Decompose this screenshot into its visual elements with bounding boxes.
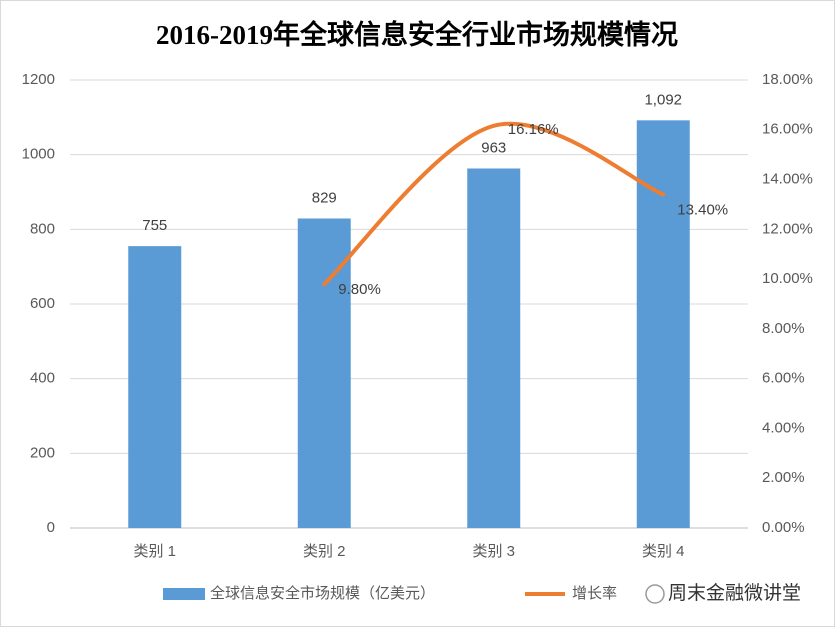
watermark-icon [645,584,665,604]
x-tick-label: 类别 1 [133,543,176,560]
y2-tick-label: 2.00% [762,469,805,486]
y2-tick-label: 18.00% [762,71,813,88]
y2-tick-label: 14.00% [762,171,813,188]
x-tick-label: 类别 2 [303,543,346,560]
data-label: 1,092 [644,91,682,108]
bar [128,246,182,528]
y-tick-label: 600 [30,295,55,312]
y2-tick-label: 10.00% [762,270,813,287]
y2-tick-label: 4.00% [762,419,805,436]
x-tick-label: 类别 4 [642,543,685,560]
y-tick-label: 800 [30,220,55,237]
legend-label: 全球信息安全市场规模（亿美元） [210,584,435,602]
line [322,121,666,287]
y-tick-label: 400 [30,370,55,387]
bar [467,168,521,529]
y-tick-label: 1200 [22,71,55,88]
data-label: 13.40% [677,201,728,218]
y2-tick-label: 16.00% [762,121,813,138]
y-tick-label: 0 [47,519,55,536]
x-tick-label: 类别 3 [472,543,515,560]
y-tick-label: 200 [30,444,55,461]
bar [297,218,351,529]
y2-tick-label: 0.00% [762,519,805,536]
watermark-text: 周末金融微讲堂 [668,582,801,604]
legend-swatch [163,588,205,600]
y2-tick-label: 8.00% [762,320,805,337]
data-label: 9.80% [338,281,381,298]
watermark: 周末金融微讲堂 [645,582,801,604]
chart-title: 2016-2019年全球信息安全行业市场规模情况 [156,19,678,50]
data-label: 16.16% [508,121,559,138]
data-label: 963 [481,139,506,156]
data-label: 755 [142,217,167,234]
bar [636,120,690,528]
y2-tick-label: 12.00% [762,220,813,237]
data-label: 829 [312,189,337,206]
y-tick-label: 1000 [22,146,55,163]
legend-label: 增长率 [572,585,617,602]
y2-tick-label: 6.00% [762,370,805,387]
